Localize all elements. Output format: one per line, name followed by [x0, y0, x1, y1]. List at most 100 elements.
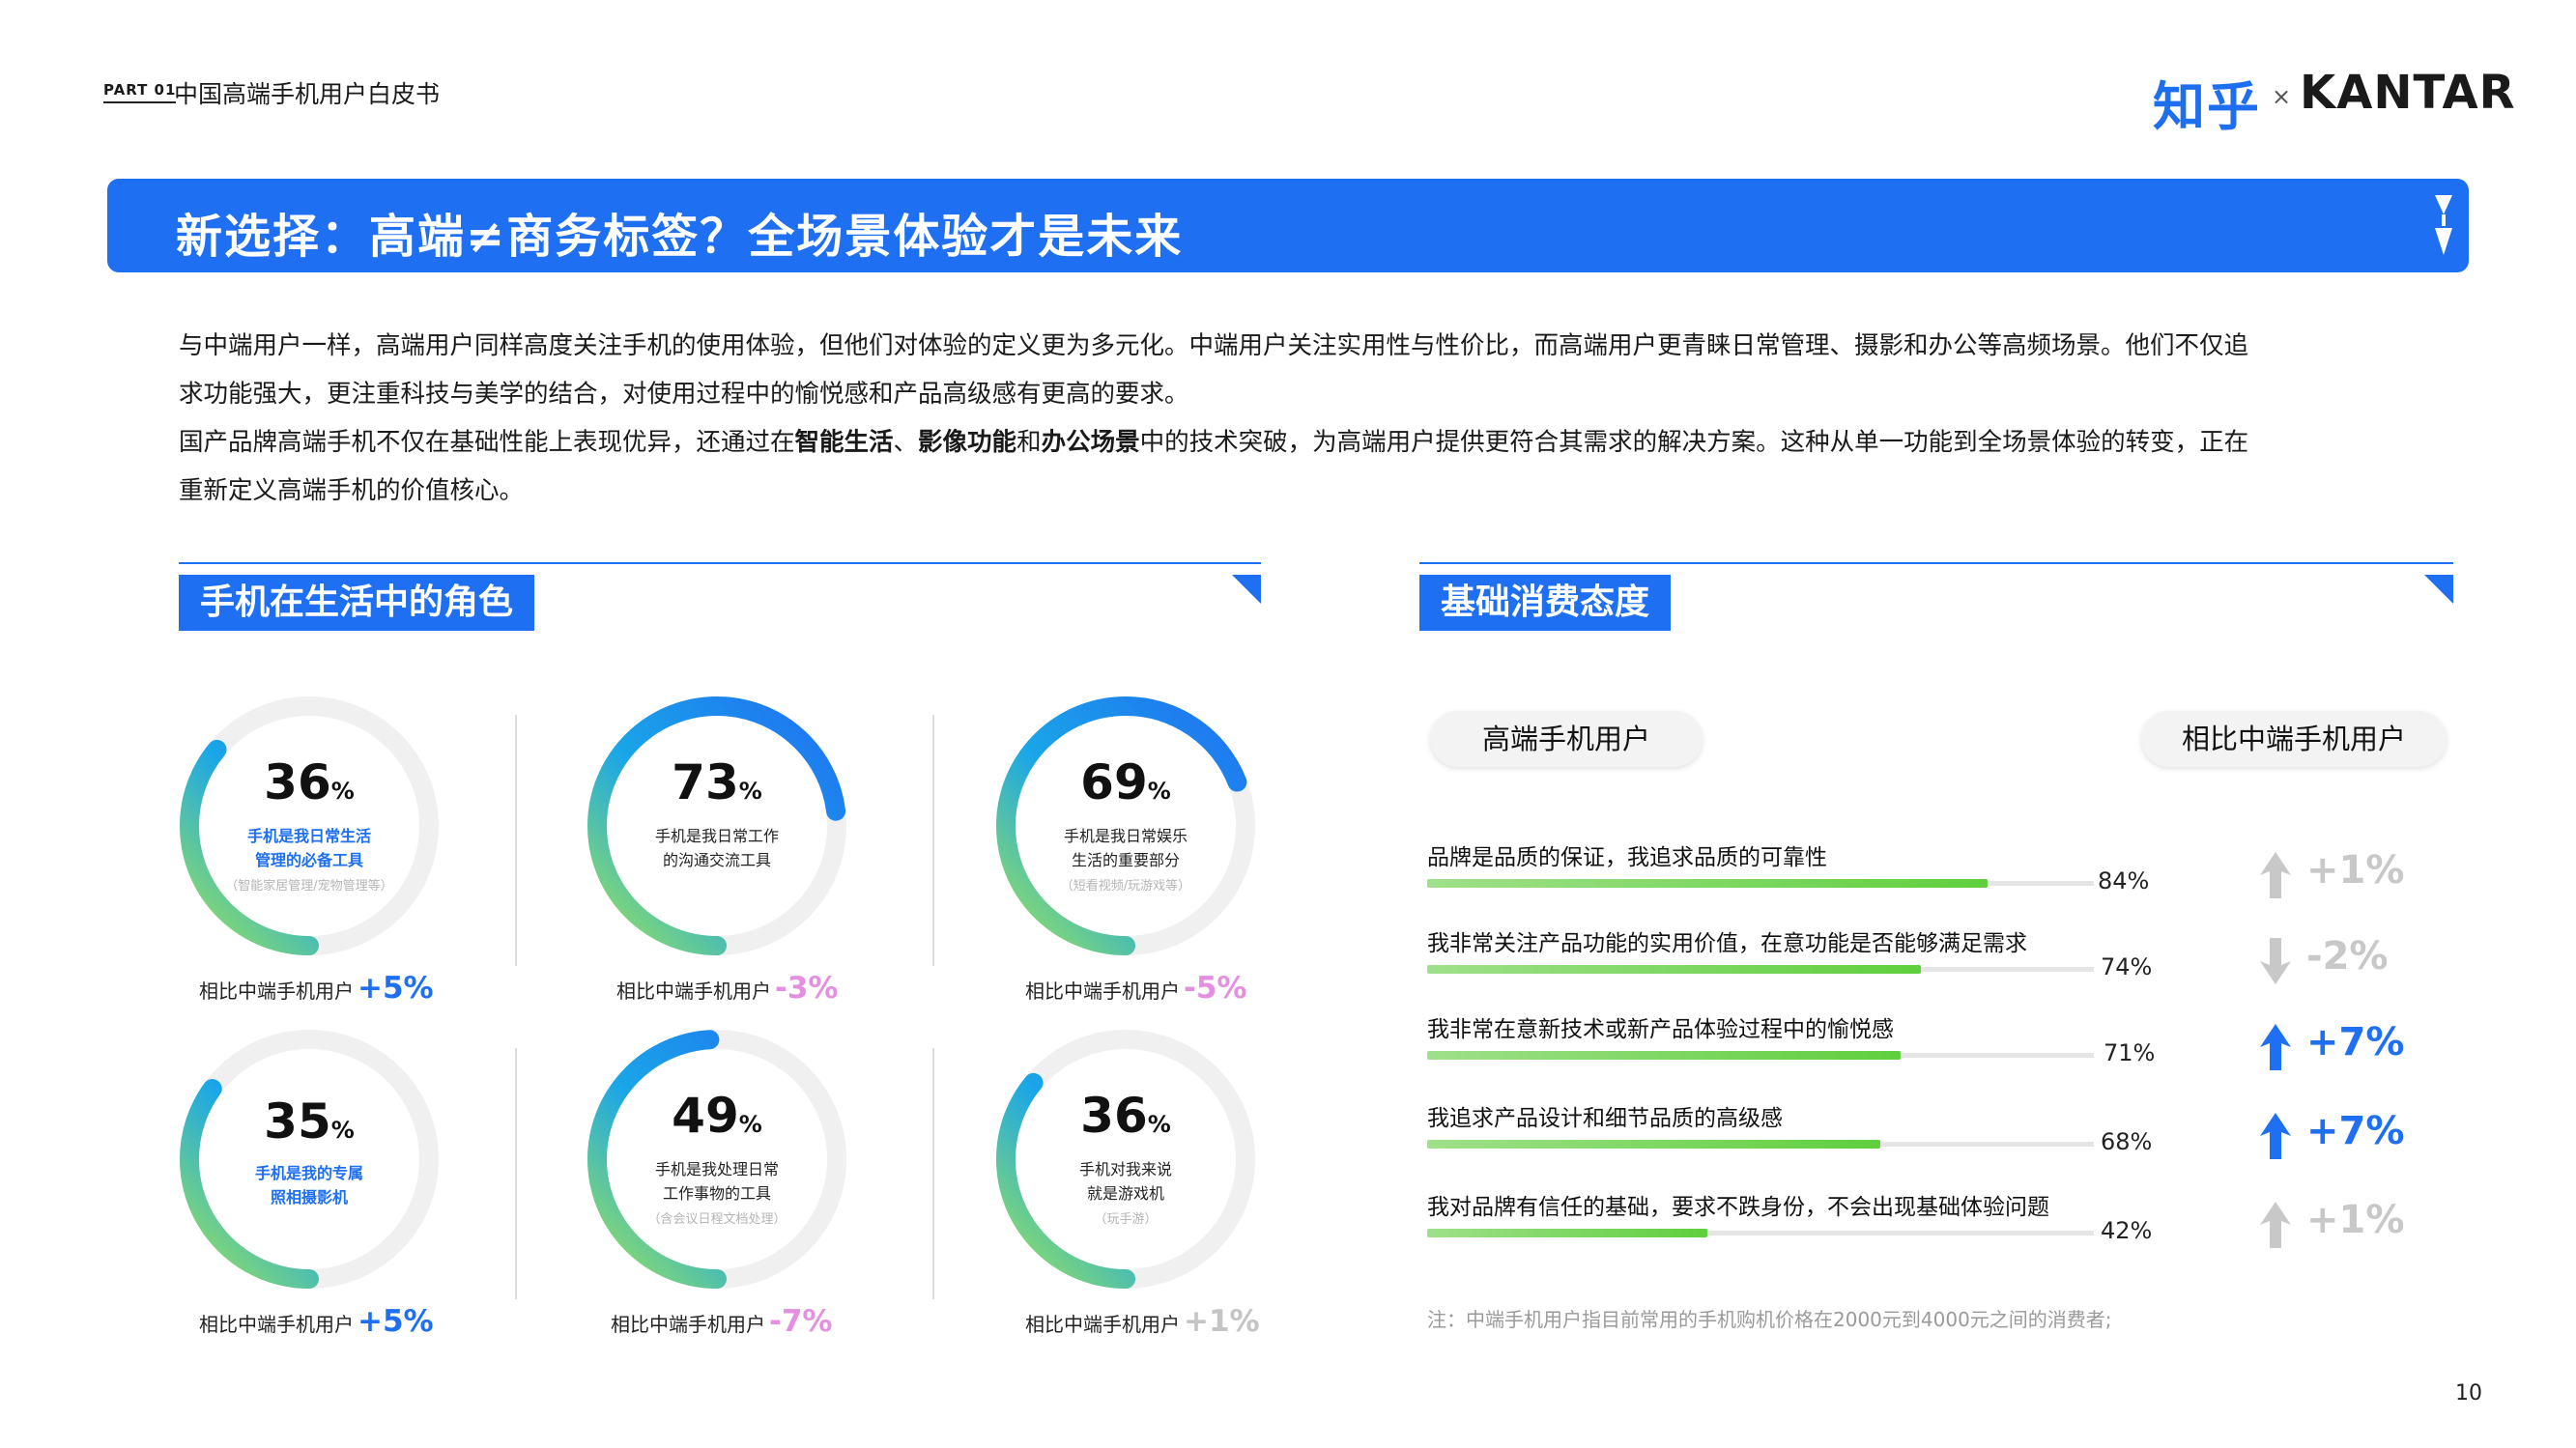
intro-paragraph-2: 国产品牌高端手机不仅在基础性能上表现优异，还通过在智能生活、影像功能和办公场景中… [179, 418, 2459, 515]
value-number: 69 [1080, 754, 1148, 810]
role-card: 73% 手机是我日常工作 的沟通交流工具 相比中端手机用户 -3% [582, 691, 862, 1096]
card-value: 35% [174, 1093, 444, 1150]
attitude-row: 我对品牌有信任的基础，要求不跌身份，不会出现基础体验问题 42% +1% [1427, 1188, 2490, 1275]
bar-track [1427, 879, 2094, 888]
logo-separator: × [2272, 83, 2292, 110]
intro-text: 中的技术突破，为高端用户提供更符合其需求的解决方案。这种从单一功能到全场景体验的… [1139, 428, 2249, 457]
divider [932, 715, 934, 966]
card-text-line: 工作事物的工具 [662, 1184, 771, 1203]
arrow-up-icon [2260, 1202, 2291, 1248]
donut-value-arc [587, 1030, 846, 1289]
attitude-label: 品牌是品质的保证，我追求品质的可靠性 [1427, 845, 1827, 870]
attitude-label: 我非常在意新技术或新产品体验过程中的愉悦感 [1427, 1017, 1894, 1042]
arrow-up-icon [2260, 852, 2291, 898]
card-value: 49% [582, 1088, 852, 1144]
value-number: 49 [672, 1088, 739, 1144]
comparison: 相比中端手机用户 +1% [1025, 1304, 1260, 1339]
divider [515, 715, 517, 966]
bar-fill [1427, 879, 1988, 888]
donut-chart [180, 696, 439, 955]
donut-value-arc [996, 696, 1255, 955]
attitude-percent: 74% [2101, 953, 2153, 980]
attitude-label: 我对品牌有信任的基础，要求不跌身份，不会出现基础体验问题 [1427, 1195, 2049, 1220]
attitude-delta: +7% [2306, 1020, 2405, 1065]
highlight-smart-life: 智能生活 [794, 428, 894, 457]
role-card: 36% 手机是我日常生活 管理的必备工具 （智能家居管理/宠物管理等） 相比中端… [174, 691, 454, 1096]
card-subtext: （含会议日程文档处理） [647, 1212, 787, 1227]
comparison: 相比中端手机用户 -7% [611, 1304, 833, 1339]
card-text-line: 的沟通交流工具 [662, 851, 771, 869]
comparison-label: 相比中端手机用户 [199, 980, 354, 1003]
page-number: 10 [2455, 1381, 2482, 1405]
attitude-percent: 71% [2104, 1039, 2156, 1066]
comparison: 相比中端手机用户 +5% [199, 971, 434, 1006]
comparison-delta: +5% [358, 1304, 434, 1339]
comparison-label: 相比中端手机用户 [1025, 1313, 1180, 1336]
divider [932, 1048, 934, 1299]
comparison-label: 相比中端手机用户 [616, 980, 771, 1003]
comparison: 相比中端手机用户 +5% [199, 1304, 434, 1339]
value-number: 36 [1080, 1088, 1148, 1144]
footnote: 注：中端手机用户指目前常用的手机购机价格在2000元到4000元之间的消费者; [1427, 1308, 2112, 1331]
role-card: 35% 手机是我的专属 照相摄影机 相比中端手机用户 +5% [174, 1024, 454, 1430]
attitude-label: 我追求产品设计和细节品质的高级感 [1427, 1106, 1783, 1131]
intro-text: 、 [893, 428, 919, 457]
arrow-up-icon [2260, 1113, 2291, 1159]
bar-track [1427, 1140, 2094, 1149]
comparison-delta: -7% [769, 1304, 833, 1339]
bar-fill [1427, 1229, 1707, 1237]
intro-line: 国产品牌高端手机不仅在基础性能上表现优异，还通过在智能生活、影像功能和办公场景中… [179, 418, 2459, 467]
card-subtext: （短看视频/玩游戏等） [1060, 879, 1191, 894]
banner-chevron-icon [2435, 195, 2452, 255]
role-card: 69% 手机是我日常娱乐 生活的重要部分 （短看视频/玩游戏等） 相比中端手机用… [990, 691, 1271, 1096]
bar-fill [1427, 1140, 1881, 1149]
value-number: 35 [264, 1093, 331, 1150]
donut-value-arc [587, 696, 846, 955]
attitude-row: 我非常在意新技术或新产品体验过程中的愉悦感 71% +7% [1427, 1010, 2490, 1097]
comparison-delta: +5% [358, 971, 434, 1006]
attitude-percent: 84% [2098, 867, 2150, 894]
donut-chart [996, 696, 1255, 955]
role-card: 49% 手机是我处理日常 工作事物的工具 （含会议日程文档处理） 相比中端手机用… [582, 1024, 862, 1430]
bar-track [1427, 965, 2094, 974]
arrow-down-icon [2260, 938, 2291, 984]
role-card: 36% 手机对我来说 就是游戏机 （玩手游） 相比中端手机用户 +1% [990, 1024, 1271, 1430]
donut-chart [180, 1030, 439, 1289]
intro-line: 与中端用户一样，高端用户同样高度关注手机的使用体验，但他们对体验的定义更为多元化… [179, 331, 2249, 360]
card-text-line: 手机是我日常娱乐 [1063, 827, 1188, 845]
value-unit: % [738, 778, 762, 805]
intro-line: 重新定义高端手机的价值核心。 [179, 476, 525, 505]
section-rule [179, 562, 1261, 564]
column-header-premium-users: 高端手机用户 [1430, 711, 1703, 767]
arrow-up-icon [2260, 1024, 2291, 1070]
corner-triangle-icon [1232, 575, 1261, 604]
section-title-consumption-attitude: 基础消费态度 [1419, 575, 1672, 631]
comparison-delta: -3% [775, 971, 839, 1006]
document-title: 中国高端手机用户白皮书 [174, 80, 441, 108]
comparison-delta: +1% [1184, 1304, 1260, 1339]
attitude-delta: +7% [2306, 1109, 2405, 1153]
card-text-line: 照相摄影机 [270, 1188, 348, 1207]
highlight-imaging: 影像功能 [918, 428, 1017, 457]
divider [515, 1048, 517, 1299]
value-unit: % [330, 778, 355, 805]
donut-chart [996, 1030, 1255, 1289]
card-value: 36% [174, 754, 444, 810]
attitude-row: 品牌是品质的保证，我追求品质的可靠性 84% +1% [1427, 838, 2490, 925]
card-text-line: 生活的重要部分 [1071, 851, 1180, 869]
title-banner [107, 179, 2469, 272]
attitude-row: 我追求产品设计和细节品质的高级感 68% +7% [1427, 1099, 2490, 1186]
value-number: 36 [264, 754, 331, 810]
card-subtext: （玩手游） [1094, 1212, 1158, 1227]
part-label: PART 01 [103, 81, 177, 103]
attitude-label: 我非常关注产品功能的实用价值，在意功能是否能够满足需求 [1427, 931, 2027, 956]
section-title-phone-role: 手机在生活中的角色 [179, 575, 535, 631]
card-value: 69% [990, 754, 1261, 810]
donut-value-arc [996, 1030, 1255, 1289]
card-text-line: 手机是我日常工作 [654, 827, 779, 845]
bar-track [1427, 1229, 2094, 1237]
value-unit: % [1147, 1111, 1171, 1138]
attitude-delta: -2% [2306, 934, 2389, 979]
donut-value-arc [180, 1030, 439, 1289]
intro-line: 求功能强大，更注重科技与美学的结合，对使用过程中的愉悦感和产品高级感有更高的要求… [179, 380, 1189, 409]
